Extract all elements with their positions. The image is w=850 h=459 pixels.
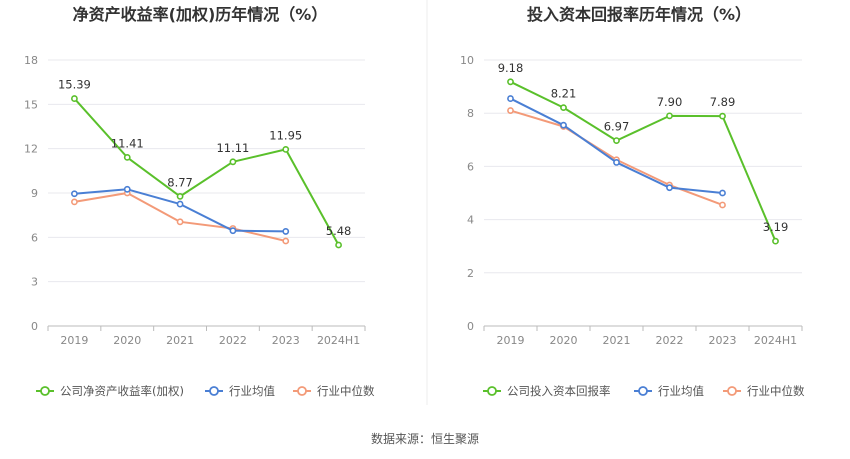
- x-tick-label: 2022: [656, 334, 684, 347]
- x-tick-label: 2021: [166, 334, 194, 347]
- y-tick-label: 0: [467, 320, 474, 333]
- legend-label: 行业中位数: [317, 384, 375, 398]
- y-tick-label: 10: [460, 54, 474, 67]
- x-tick-label: 2023: [709, 334, 737, 347]
- data-label: 7.90: [657, 95, 683, 109]
- data-source: 数据来源：恒生聚源: [371, 431, 479, 446]
- data-point-median: [71, 198, 78, 206]
- legend-marker-company: [487, 386, 497, 396]
- x-tick-label: 2024H1: [317, 334, 360, 347]
- data-label: 11.41: [111, 136, 144, 150]
- x-tick-label: 2019: [497, 334, 525, 347]
- x-tick-label: 2024H1: [754, 334, 797, 347]
- data-label: 9.18: [498, 61, 524, 75]
- legend-label: 公司净资产收益率(加权): [60, 384, 184, 398]
- data-point-company: [282, 146, 290, 153]
- data-point-avg: [719, 189, 726, 197]
- roe-chart: 净资产收益率(加权)历年情况（%） 0 3 6 9 12 15 18 2019 2020 2021 2…: [24, 5, 375, 398]
- legend-marker-avg: [638, 386, 648, 396]
- y-tick-label: 3: [31, 276, 38, 289]
- data-point-company: [71, 95, 78, 102]
- legend-label: 行业中位数: [747, 384, 805, 398]
- data-label: 5.48: [326, 224, 352, 238]
- data-point-median: [507, 107, 514, 114]
- data-point-company: [772, 237, 779, 245]
- data-label: 7.89: [710, 95, 736, 109]
- data-point-company: [666, 112, 673, 120]
- y-tick-label: 9: [31, 187, 38, 200]
- x-tick-label: 2022: [219, 334, 247, 347]
- data-point-avg: [666, 184, 673, 192]
- roic-chart: 投入资本回报率历年情况（%） 0 2 4 6 8 10 2019 2020 2021 2022 202…: [460, 5, 805, 398]
- y-tick-label: 6: [31, 231, 38, 244]
- y-tick-label: 4: [467, 214, 474, 227]
- y-tick-label: 0: [31, 320, 38, 333]
- data-point-company: [176, 192, 184, 200]
- legend-label: 行业均值: [658, 384, 704, 398]
- x-tick-label: 2020: [113, 334, 141, 347]
- data-point-avg: [229, 227, 237, 235]
- y-tick-label: 18: [24, 54, 38, 67]
- x-tick-label: 2020: [550, 334, 578, 347]
- x-tick-label: 2021: [603, 334, 631, 347]
- legend-label: 公司投入资本回报率: [507, 384, 611, 398]
- x-tick-label: 2019: [60, 334, 88, 347]
- legend-marker-median: [727, 386, 737, 396]
- data-label: 3.19: [763, 220, 789, 234]
- data-point-company: [560, 104, 567, 112]
- data-point-median: [282, 237, 290, 245]
- y-tick-label: 12: [24, 143, 38, 156]
- data-point-median: [719, 201, 726, 209]
- data-point-avg: [123, 185, 131, 193]
- data-label: 15.39: [58, 78, 91, 92]
- data-label: 8.77: [167, 175, 193, 189]
- y-tick-label: 15: [24, 98, 38, 111]
- series-line-company: [73, 97, 340, 246]
- data-point-avg: [71, 190, 78, 198]
- data-point-company: [123, 153, 131, 161]
- y-tick-label: 8: [467, 107, 474, 120]
- y-tick-label: 2: [467, 267, 474, 280]
- data-label: 11.11: [216, 141, 249, 155]
- data-point-avg: [176, 200, 184, 208]
- data-point-company: [335, 241, 342, 249]
- series-line-company: [510, 80, 777, 242]
- legend-marker-median: [297, 386, 307, 396]
- x-tick-label: 2023: [272, 334, 300, 347]
- data-point-company: [229, 158, 237, 166]
- data-point-company: [719, 112, 726, 120]
- y-tick-label: 6: [467, 160, 474, 173]
- chart-title: 投入资本回报率历年情况（%）: [527, 5, 751, 24]
- data-label: 11.95: [269, 128, 302, 142]
- data-point-avg: [282, 228, 290, 235]
- data-point-company: [613, 137, 620, 144]
- data-point-avg: [613, 159, 620, 166]
- legend-marker-company: [40, 386, 50, 396]
- data-point-median: [176, 218, 184, 226]
- data-point-company: [507, 78, 514, 86]
- data-point-avg: [507, 95, 514, 102]
- legend-marker-avg: [209, 386, 219, 396]
- data-label: 6.97: [604, 120, 630, 134]
- series-line-median: [74, 192, 286, 243]
- data-point-avg: [560, 121, 567, 129]
- legend-label: 行业均值: [229, 384, 275, 398]
- chart-title: 净资产收益率(加权)历年情况（%）: [73, 5, 328, 24]
- data-label: 8.21: [551, 87, 577, 101]
